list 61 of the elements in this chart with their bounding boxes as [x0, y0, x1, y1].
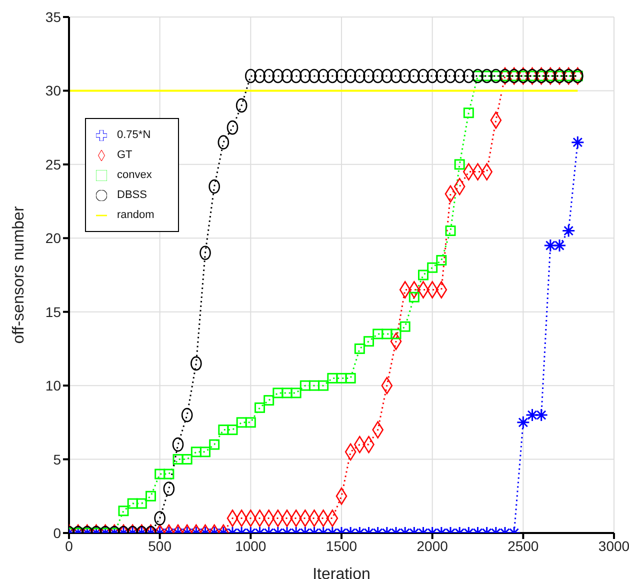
- point: [418, 270, 428, 280]
- point: [336, 68, 348, 84]
- point: [254, 68, 266, 84]
- point: [236, 98, 248, 113]
- y-tick-label: 35: [45, 8, 62, 25]
- x-tick-label: 1500: [326, 538, 358, 554]
- point: [281, 68, 293, 84]
- y-tick-label: 10: [45, 378, 62, 394]
- point: [463, 68, 474, 84]
- point: [218, 135, 230, 150]
- y-tick-label: 0: [53, 524, 62, 541]
- point: [363, 68, 374, 84]
- point: [463, 108, 474, 118]
- x-tick-label: 0: [65, 538, 74, 554]
- point: [326, 68, 338, 84]
- point: [272, 68, 284, 84]
- x-tick-label: 1000: [235, 538, 266, 554]
- point: [372, 68, 384, 84]
- point: [390, 68, 402, 84]
- point: [418, 68, 429, 84]
- y-tick-label: 20: [45, 230, 62, 246]
- x-tick-label: 3000: [598, 538, 629, 554]
- x-axis-title: Iteration: [312, 566, 370, 579]
- point: [290, 68, 302, 84]
- point: [444, 68, 456, 84]
- point: [570, 136, 584, 150]
- point: [226, 120, 238, 135]
- y-axis-title: off-sensors number: [10, 206, 28, 344]
- legend-label: 0.75*N: [117, 129, 151, 141]
- point: [208, 179, 220, 194]
- point: [344, 68, 356, 84]
- x-tick-label: 500: [148, 538, 172, 554]
- point: [245, 68, 256, 84]
- point: [436, 68, 448, 84]
- point: [552, 238, 566, 252]
- legend-label: convex: [117, 169, 152, 181]
- y-tick-label: 15: [45, 304, 62, 320]
- x-tick-label: 2500: [508, 538, 539, 554]
- point: [408, 68, 420, 84]
- point: [399, 68, 411, 84]
- point: [318, 68, 329, 84]
- point: [200, 246, 211, 260]
- legend-label: DBSS: [117, 189, 147, 201]
- legend-label: GT: [117, 149, 132, 161]
- point: [308, 68, 320, 84]
- point: [454, 68, 466, 84]
- point: [562, 224, 576, 238]
- y-tick-label: 30: [45, 82, 62, 99]
- point: [263, 68, 274, 84]
- point: [427, 262, 438, 273]
- point: [354, 68, 366, 84]
- point: [454, 159, 465, 170]
- x-tick-label: 2000: [416, 538, 448, 554]
- point: [544, 238, 558, 252]
- y-tick-label: 25: [45, 156, 62, 172]
- legend-label: random: [117, 209, 154, 221]
- point: [300, 68, 311, 84]
- point: [445, 226, 456, 236]
- point: [426, 68, 438, 84]
- point: [381, 68, 393, 84]
- y-tick-label: 5: [53, 451, 62, 468]
